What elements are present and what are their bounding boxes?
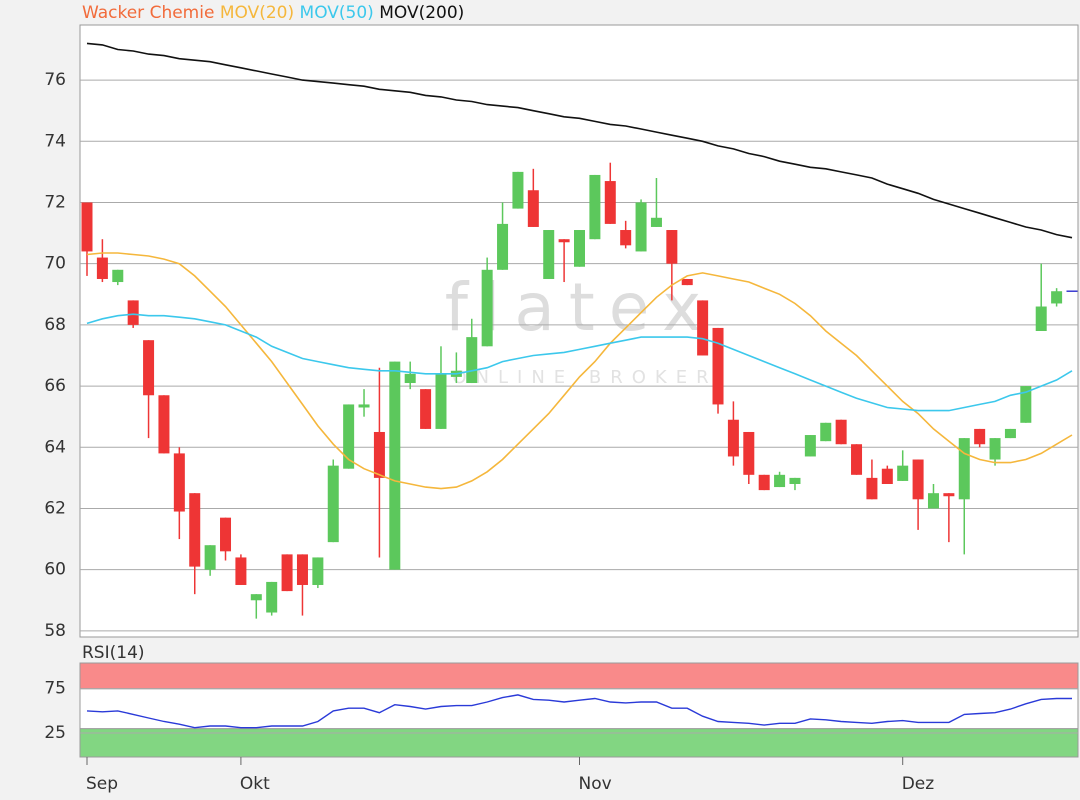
candle-body bbox=[327, 465, 339, 543]
candle-body bbox=[389, 361, 401, 570]
rsi-label: RSI(14) bbox=[82, 643, 145, 663]
candle-body bbox=[373, 431, 385, 478]
legend: Wacker Chemie MOV(20) MOV(50) MOV(200) bbox=[82, 3, 464, 23]
candle-body bbox=[173, 453, 185, 512]
x-tick-label: Sep bbox=[86, 774, 118, 794]
candle-body bbox=[543, 230, 555, 279]
candle-body bbox=[204, 545, 216, 570]
moving-average bbox=[86, 313, 1073, 412]
candle-body bbox=[81, 202, 93, 252]
candle-body bbox=[435, 373, 447, 429]
candle-body bbox=[666, 230, 678, 264]
candle-body bbox=[112, 269, 124, 283]
y-tick-label: 76 bbox=[44, 70, 66, 90]
candle-body bbox=[574, 230, 585, 267]
candle-body bbox=[681, 278, 693, 286]
candle-body bbox=[589, 174, 601, 240]
legend-entry: MOV(20) bbox=[220, 3, 294, 23]
candle-body bbox=[189, 493, 201, 567]
x-tick-label: Okt bbox=[240, 774, 270, 794]
legend-entry: Wacker Chemie bbox=[82, 3, 214, 23]
y-tick-label: 72 bbox=[44, 192, 66, 212]
candle-body bbox=[481, 269, 493, 347]
candle-body bbox=[358, 404, 370, 408]
candle-body bbox=[635, 202, 647, 252]
candle-body bbox=[727, 419, 739, 457]
candle-body bbox=[466, 337, 478, 384]
candle-body bbox=[96, 257, 108, 279]
y-tick-label: 58 bbox=[44, 621, 66, 641]
y-tick-label: 68 bbox=[44, 315, 66, 335]
candle-body bbox=[712, 327, 724, 405]
candle-body bbox=[404, 373, 416, 384]
candle-body bbox=[266, 581, 278, 613]
rsi-line bbox=[86, 694, 1072, 729]
y-tick-label: 25 bbox=[44, 723, 66, 743]
candle-body bbox=[774, 474, 786, 488]
rsi-band bbox=[79, 662, 1079, 690]
candle-body bbox=[512, 171, 524, 209]
candle-body bbox=[1020, 386, 1032, 423]
candle-body bbox=[604, 181, 616, 224]
candle-body bbox=[851, 444, 863, 475]
candle-body bbox=[804, 435, 816, 457]
candle-body bbox=[743, 431, 755, 475]
candle-body bbox=[912, 459, 924, 500]
candle-body bbox=[620, 230, 632, 246]
candle-body bbox=[789, 477, 801, 484]
candle-body bbox=[897, 465, 909, 481]
candle-body bbox=[127, 300, 139, 325]
y-tick-label: 75 bbox=[44, 679, 66, 699]
candle-body bbox=[281, 554, 293, 592]
y-tick-label: 62 bbox=[44, 498, 66, 518]
legend-entry: MOV(200) bbox=[379, 3, 464, 23]
y-tick-label: 70 bbox=[44, 254, 66, 274]
candle-body bbox=[220, 517, 232, 552]
candle-body bbox=[143, 340, 155, 396]
candle-body bbox=[943, 493, 955, 497]
candle-body bbox=[820, 422, 832, 442]
moving-average bbox=[86, 42, 1073, 239]
candle-body bbox=[312, 557, 324, 585]
candle-body bbox=[558, 239, 570, 243]
candle-body bbox=[835, 419, 847, 445]
candle-body bbox=[958, 438, 970, 500]
candle-body bbox=[420, 389, 432, 429]
candle-body bbox=[697, 300, 709, 356]
candle-body bbox=[866, 477, 878, 500]
candle-body bbox=[235, 557, 247, 585]
candle-body bbox=[158, 395, 170, 454]
candle-body bbox=[927, 493, 939, 509]
candle-body bbox=[497, 223, 509, 270]
candle-body bbox=[650, 217, 662, 227]
candle-body bbox=[974, 428, 986, 445]
y-tick-label: 64 bbox=[44, 437, 66, 457]
candle-body bbox=[758, 474, 770, 491]
x-tick-label: Dez bbox=[902, 774, 935, 794]
y-tick-label: 66 bbox=[44, 376, 66, 396]
candle-body bbox=[527, 190, 539, 227]
watermark-sub: ONLINE BROKER bbox=[452, 367, 717, 388]
y-tick-label: 74 bbox=[44, 131, 66, 151]
candle-body bbox=[296, 554, 308, 585]
candle-body bbox=[250, 594, 262, 601]
candle-body bbox=[989, 438, 1001, 460]
candle-body bbox=[343, 404, 355, 469]
legend-entry: MOV(50) bbox=[300, 3, 374, 23]
candle-body bbox=[1035, 306, 1047, 331]
x-tick-label: Nov bbox=[579, 774, 612, 794]
y-tick-label: 60 bbox=[44, 560, 66, 580]
moving-average bbox=[86, 252, 1073, 490]
candle-body bbox=[1004, 428, 1016, 439]
candle-body bbox=[1051, 291, 1063, 304]
candle-body bbox=[881, 468, 893, 484]
